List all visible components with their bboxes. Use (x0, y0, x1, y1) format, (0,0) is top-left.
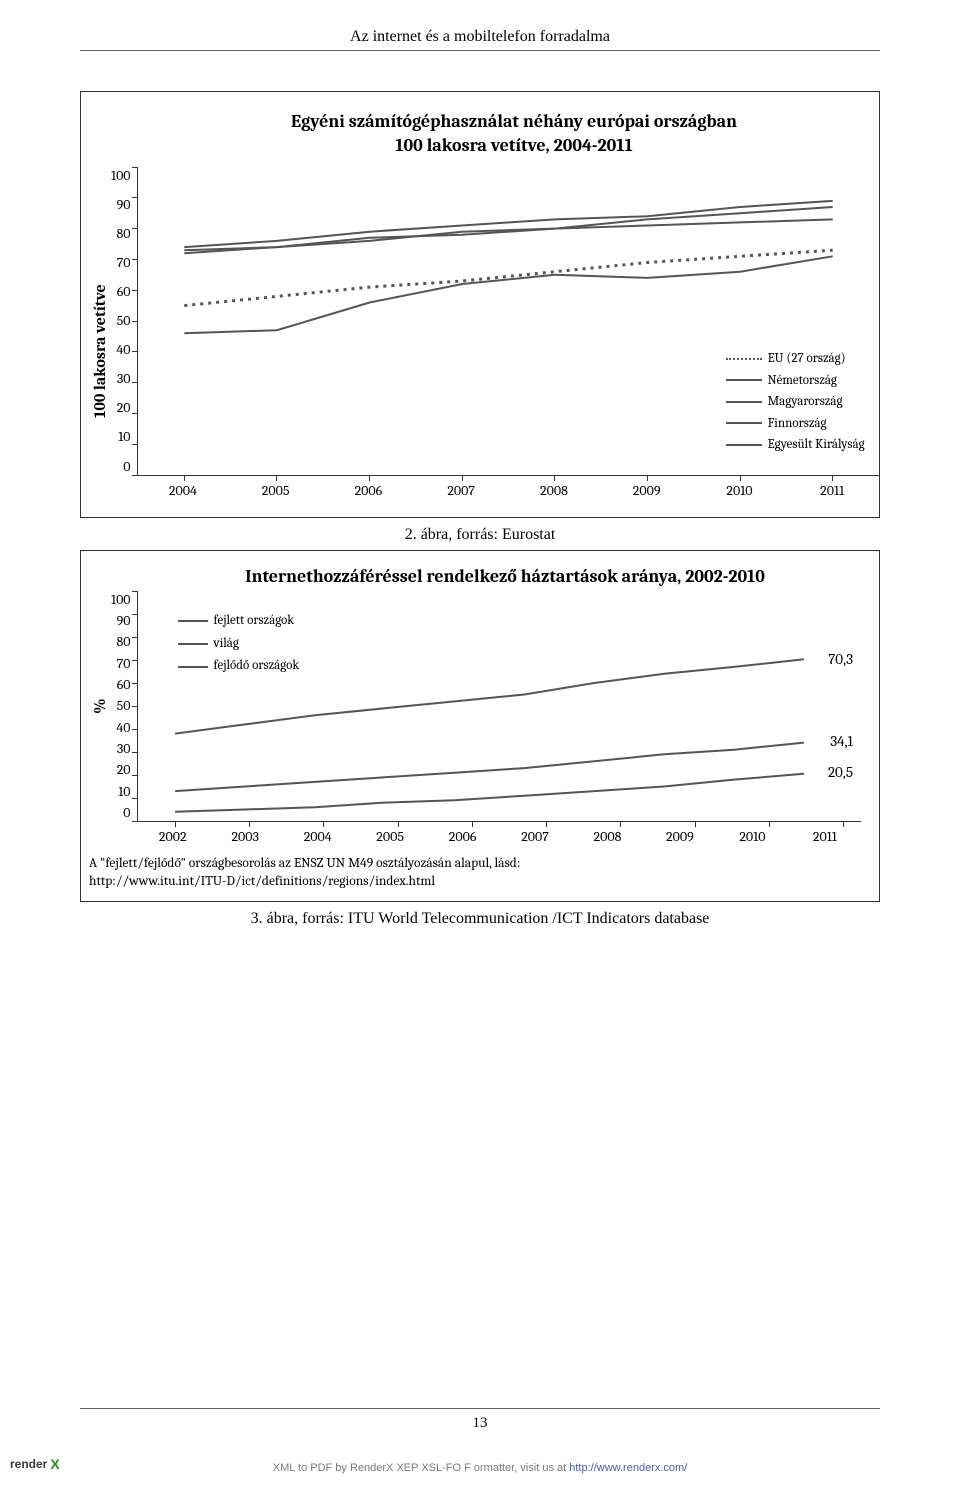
figure-2-panel: Internethozzáféréssel rendelkező háztart… (80, 550, 880, 903)
footer-text: XML to PDF by RenderX XEP XSL-FO F ormat… (273, 1462, 570, 1474)
chart1-y-tick: 40 (116, 341, 130, 358)
chart2-y-axis-label: % (89, 591, 111, 821)
chart1-x-tick: 2011 (786, 482, 879, 499)
chart2-x-tick: 2010 (716, 828, 788, 845)
chart2-plot-area: fejlett országok világ fejlődő országok … (137, 591, 861, 822)
chart2-y-tick: 50 (117, 697, 131, 714)
chart2-footnote: A "fejlett/fejlődő" országbesorolás az E… (89, 855, 861, 891)
figure-1-panel: Egyéni számítógéphasználat néhány európa… (80, 91, 880, 518)
chart1-x-tick: 2008 (508, 482, 601, 499)
chart1-x-tick: 2006 (322, 482, 415, 499)
chart1-title-line1: Egyéni számítógéphasználat néhány európa… (291, 111, 737, 132)
chart1-y-axis-label: 100 lakosra vetítve (89, 197, 111, 505)
chart2-title: Internethozzáféréssel rendelkező háztart… (149, 565, 861, 589)
chart1-y-tick: 80 (117, 225, 131, 242)
chart1-x-tick: 2004 (137, 482, 230, 499)
chart2-y-tick: 80 (117, 633, 131, 650)
chart2-y-tick: 20 (117, 761, 131, 778)
chart1-x-tick: 2005 (229, 482, 322, 499)
pdf-footer: XML to PDF by RenderX XEP XSL-FO F ormat… (0, 1462, 960, 1474)
chart1-y-tick: 20 (117, 399, 131, 416)
chart2-y-tick: 60 (117, 676, 131, 693)
chart1-x-tick: 2009 (600, 482, 693, 499)
chart1-x-axis: 20042005200620072008200920102011 (137, 482, 879, 499)
note-line: A "fejlett/fejlődő" országbesorolás az E… (89, 856, 520, 871)
chart2-y-tick: 10 (118, 783, 130, 800)
chart1-y-tick: 90 (117, 196, 131, 213)
chart2-x-tick: 2008 (571, 828, 643, 845)
chart2-x-tick: 2009 (644, 828, 716, 845)
chart2-x-axis: 2002200320042005200620072008200920102011 (137, 828, 861, 845)
chart1-plot-area: EU (27 ország) Németország Magyarország … (137, 167, 879, 476)
chart2-y-tick: 30 (117, 740, 131, 757)
chart1-y-tick: 10 (118, 428, 130, 445)
chart1-x-tick: 2010 (693, 482, 786, 499)
chart2-x-tick: 2002 (137, 828, 209, 845)
figure-2-caption: 3. ábra, forrás: ITU World Telecommunica… (80, 910, 880, 928)
chart2-x-tick: 2011 (789, 828, 861, 845)
chart2-y-tick: 70 (117, 655, 131, 672)
chart2-y-tick: 0 (123, 804, 130, 821)
renderx-link[interactable]: http://www.renderx.com/ (569, 1462, 687, 1474)
chart1-y-tick: 100 (111, 167, 131, 184)
chart2-x-tick: 2003 (209, 828, 281, 845)
chart2-x-tick: 2006 (426, 828, 498, 845)
page-number: 13 (80, 1408, 880, 1432)
chart2-y-tick: 40 (116, 719, 130, 736)
chart1-y-tick: 0 (123, 458, 130, 475)
note-line: http://www.itu.int/ITU-D/ict/definitions… (89, 874, 435, 889)
chart2-x-tick: 2007 (499, 828, 571, 845)
chart1-x-tick: 2007 (415, 482, 508, 499)
chart1-y-tick: 50 (117, 312, 131, 329)
chart2-y-tick: 90 (117, 612, 131, 629)
chart1-title: Egyéni számítógéphasználat néhány európa… (169, 110, 859, 159)
chart2-x-tick: 2005 (354, 828, 426, 845)
chart1-y-tick: 30 (117, 370, 131, 387)
chart1-y-tick: 70 (117, 254, 131, 271)
figure-1-caption: 2. ábra, forrás: Eurostat (80, 526, 880, 544)
chart2-x-tick: 2004 (281, 828, 353, 845)
chart1-title-line2: 100 lakosra vetítve, 2004-2011 (395, 135, 632, 156)
chart2-y-tick: 100 (111, 591, 131, 608)
running-title: Az internet és a mobiltelefon forradalma (80, 28, 880, 51)
chart1-y-tick: 60 (117, 283, 131, 300)
